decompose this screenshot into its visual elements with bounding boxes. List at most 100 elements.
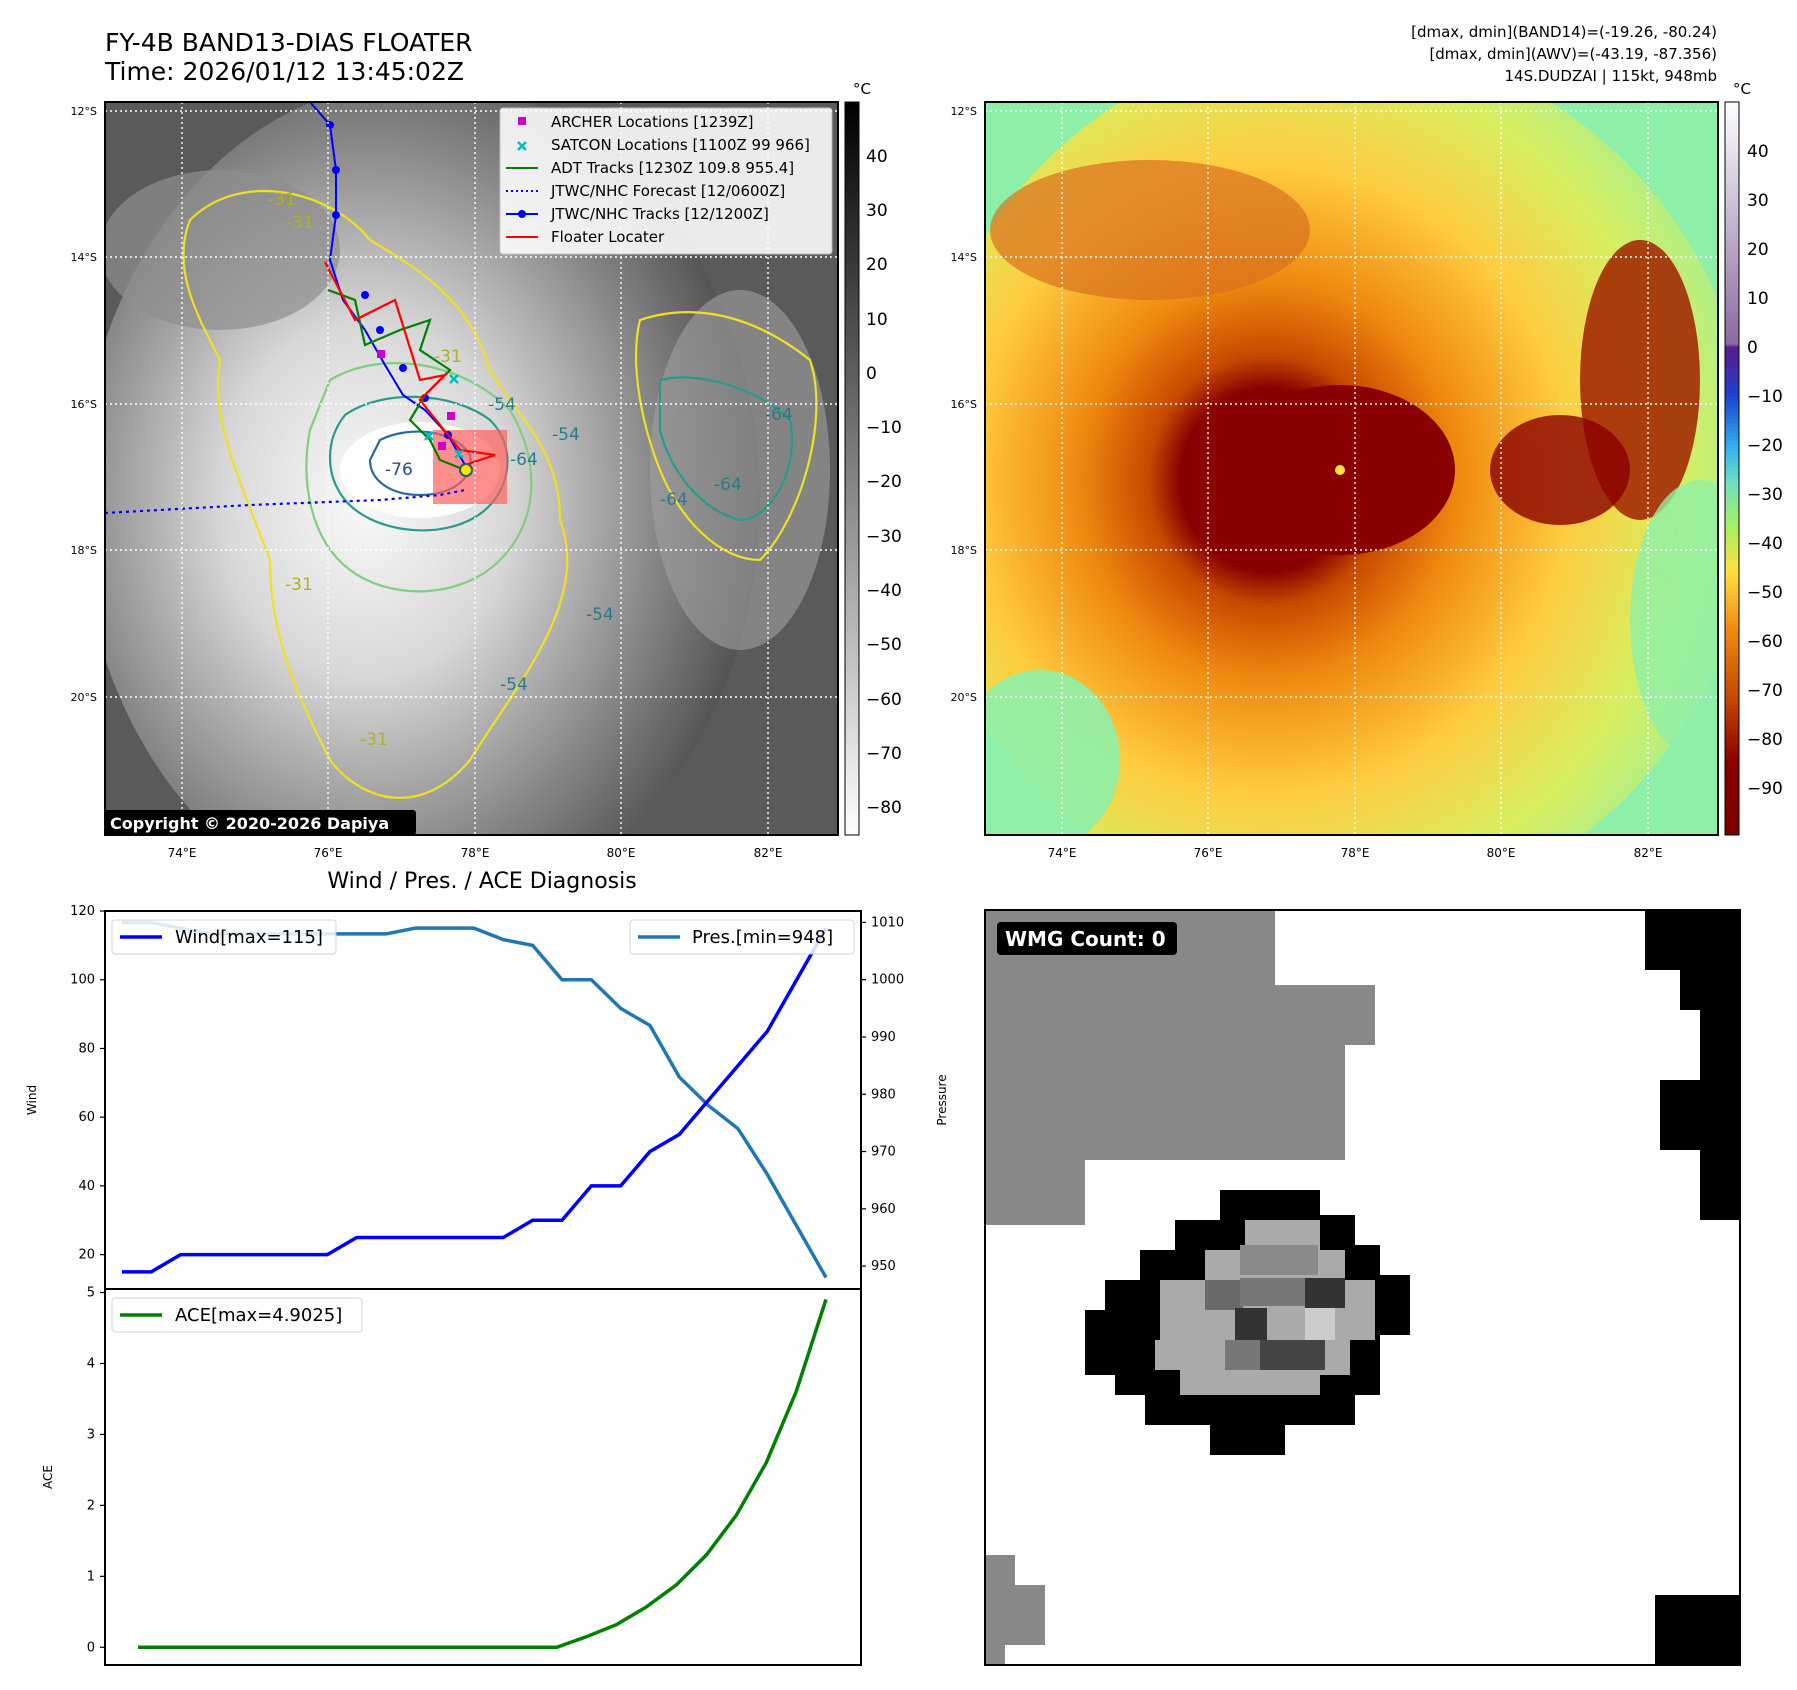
- colorbar-left-tick: −30: [866, 527, 902, 547]
- contour-label: -64: [660, 490, 688, 510]
- wind-tick-label: 80: [78, 1041, 95, 1056]
- colorbar-left-tick: 0: [866, 364, 877, 384]
- legend-jtwc: JTWC/NHC Tracks [12/1200Z]: [550, 205, 769, 223]
- colorbar-right-tick: 10: [1747, 289, 1769, 309]
- lat-label: 18°S: [951, 544, 977, 557]
- right-map-lat-labels: 12°S 14°S 16°S 18°S 20°S: [951, 105, 977, 704]
- ace-tick-label: 3: [87, 1427, 95, 1442]
- colorbar-right-tick: −50: [1747, 583, 1783, 603]
- jtwc-track: [309, 102, 466, 466]
- pressure-legend-label: Pres.[min=948]: [692, 927, 833, 948]
- lon-label: 78°E: [461, 846, 490, 860]
- contour-label: -54: [500, 675, 528, 695]
- colorbar-right-unit: °C: [1733, 80, 1751, 98]
- legend-archer: ARCHER Locations [1239Z]: [551, 113, 754, 131]
- wind-legend-label: Wind[max=115]: [175, 927, 323, 948]
- wind-axis-label: Wind: [25, 1085, 39, 1115]
- ace-panel: 5 4 3 2 1 0 ACE ACE[max=4.9025]: [41, 1286, 862, 1666]
- legend-forecast: JTWC/NHC Forecast [12/0600Z]: [550, 182, 785, 200]
- satcon-legend-icon: [517, 141, 527, 151]
- colorbar-left: °C 40 30 20 10 0 −10 −20 −30 −40 −50 −60…: [844, 80, 902, 836]
- info-band14: [dmax, dmin](BAND14)=(-19.26, -80.24): [1411, 23, 1717, 41]
- pressure-tick-label: 1000: [871, 973, 904, 988]
- pressure-tick-label: 990: [871, 1030, 896, 1045]
- contour-label: -76: [385, 460, 413, 480]
- colorbar-right-tick: 0: [1747, 338, 1758, 358]
- left-map-lat-labels: 12°S 14°S 16°S 18°S 20°S: [71, 105, 97, 704]
- colorbar-left-tick: −20: [866, 472, 902, 492]
- colorbar-right-tick: 30: [1747, 191, 1769, 211]
- pressure-tick-label: 950: [871, 1259, 896, 1274]
- ace-tick-label: 4: [87, 1356, 95, 1371]
- contour-lines: [182, 190, 818, 799]
- colorbar-left-tick: 20: [866, 255, 888, 275]
- contour-label: -64: [510, 450, 538, 470]
- legend-adt: ADT Tracks [1230Z 109.8 955.4]: [551, 159, 794, 177]
- colorbar-right-tick: −80: [1747, 730, 1783, 750]
- colorbar-right-tick: 40: [1747, 142, 1769, 162]
- colorbar-right-tick: −20: [1747, 436, 1783, 456]
- lon-label: 74°E: [168, 846, 197, 860]
- lon-label: 80°E: [607, 846, 636, 860]
- ace-tick-label: 1: [87, 1569, 95, 1584]
- wind-legend: Wind[max=115]: [111, 919, 337, 955]
- copyright-text: Copyright © 2020-2026 Dapiya: [110, 814, 389, 833]
- map-gridlines-left: [105, 102, 838, 835]
- ace-axis-ticks: 5 4 3 2 1 0: [87, 1286, 105, 1655]
- awv-map: [984, 101, 1719, 836]
- wind-axis-ticks: 120 100 80 60 40 20: [70, 904, 105, 1263]
- pressure-tick-label: 980: [871, 1087, 896, 1102]
- pressure-axis-label: Pressure: [935, 1074, 949, 1125]
- colorbar-right-tick: −30: [1747, 485, 1783, 505]
- colorbar-left-tick: 10: [866, 310, 888, 330]
- wind-tick-label: 60: [78, 1110, 95, 1125]
- colorbar-left-tick: −60: [866, 690, 902, 710]
- colorbar-left-tick: 40: [866, 147, 888, 167]
- lat-label: 12°S: [71, 105, 97, 118]
- contour-label: -31: [286, 213, 314, 233]
- colorbar-left-tick: −40: [866, 581, 902, 601]
- lat-label: 16°S: [71, 398, 97, 411]
- ace-legend-label: ACE[max=4.9025]: [175, 1305, 342, 1326]
- wmg-count-badge: [997, 922, 1177, 955]
- figure-title: FY-4B BAND13-DIAS FLOATER: [105, 28, 473, 57]
- pressure-legend: Pres.[min=948]: [629, 919, 855, 955]
- contour-label: -31: [360, 730, 388, 750]
- colorbar-left-unit: °C: [853, 80, 871, 98]
- archer-legend-icon: [518, 117, 526, 125]
- ace-tick-label: 2: [87, 1498, 95, 1513]
- colorbar-left-tick: −80: [866, 798, 902, 818]
- contour-label: -31: [434, 347, 462, 367]
- colorbar-left-tick: −50: [866, 635, 902, 655]
- wind-pressure-panel: 120 100 80 60 40 20 1010 1000 990 980 970 960 950 W…: [25, 904, 949, 1290]
- contour-label: -64: [714, 475, 742, 495]
- pressure-tick-label: 1010: [871, 915, 904, 930]
- colorbar-right: °C 40 30 20 10 0 −10 −20 −30 −40 −50 −60…: [1724, 80, 1783, 836]
- forecast-track: [105, 488, 466, 515]
- contour-label: -54: [552, 425, 580, 445]
- map-gridlines-right: [985, 102, 1718, 835]
- lat-label: 18°S: [71, 544, 97, 557]
- lat-label: 16°S: [951, 398, 977, 411]
- satcon-markers: [424, 374, 464, 459]
- ace-legend: ACE[max=4.9025]: [111, 1297, 363, 1333]
- contour-label: -54: [488, 395, 516, 415]
- wmg-count-label: WMG Count: 0: [1005, 927, 1166, 951]
- wmg-panel: WMG Count: 0: [984, 909, 1741, 1666]
- diagnosis-title: Wind / Pres. / ACE Diagnosis: [327, 869, 636, 894]
- ace-series-line: [138, 1298, 828, 1650]
- lat-label: 12°S: [951, 105, 977, 118]
- wind-tick-label: 20: [78, 1248, 95, 1263]
- info-storm: 14S.DUDZAI | 115kt, 948mb: [1504, 67, 1717, 85]
- colorbar-right-tick: −40: [1747, 534, 1783, 554]
- wind-tick-label: 40: [78, 1179, 95, 1194]
- pressure-axis-ticks: 1010 1000 990 980 970 960 950: [861, 915, 904, 1274]
- wind-tick-label: 100: [70, 973, 95, 988]
- ace-axis-label: ACE: [41, 1465, 55, 1489]
- lon-label: 82°E: [1634, 846, 1663, 860]
- contour-label: -31: [285, 575, 313, 595]
- pressure-tick-label: 970: [871, 1145, 896, 1160]
- lat-label: 14°S: [71, 251, 97, 264]
- colorbar-right-tick: −10: [1747, 387, 1783, 407]
- contour-label: -54: [586, 605, 614, 625]
